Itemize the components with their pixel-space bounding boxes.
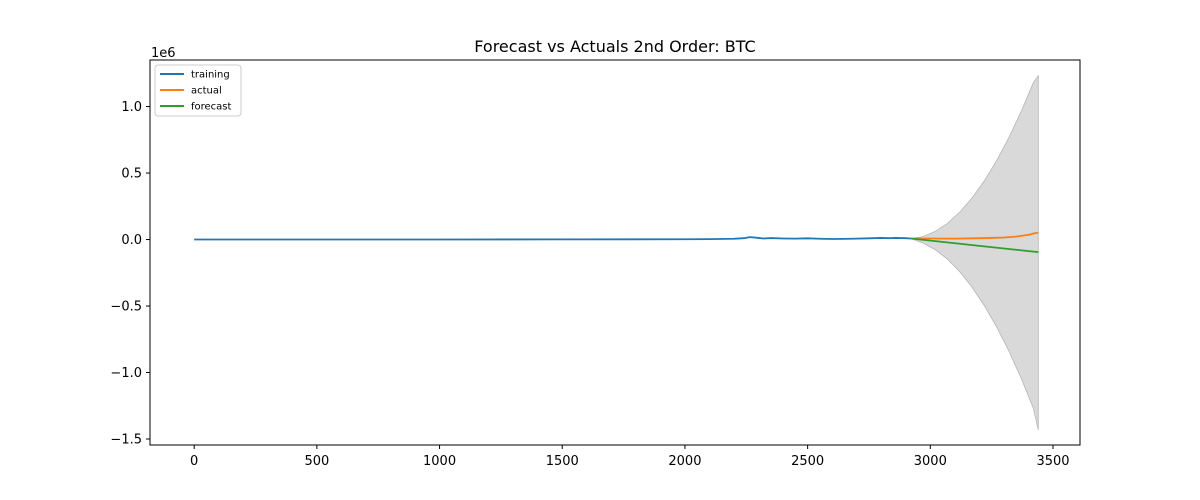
legend-box [154, 64, 242, 117]
plot-frame [149, 59, 1081, 446]
confidence-band [910, 74, 1039, 431]
y-tick-label: 0.5 [121, 167, 142, 182]
legend: training actual forecast [154, 64, 242, 117]
y-tick-label: 0.0 [121, 233, 142, 248]
y-scale-label: 1e6 [151, 46, 176, 61]
x-tick-label: 2000 [668, 454, 701, 469]
y-tick-label: 1.0 [121, 100, 142, 115]
plot-area [194, 74, 1039, 431]
series-line-actual [910, 231, 1039, 240]
series-layer [194, 231, 1039, 254]
chart-title: Forecast vs Actuals 2nd Order: BTC [474, 37, 755, 56]
legend-label-training: training [191, 70, 230, 81]
legend-label-forecast: forecast [191, 102, 232, 113]
y-tick-label: −0.5 [110, 300, 142, 315]
x-tick-label: 3000 [914, 454, 947, 469]
x-tick-label: 1000 [423, 454, 456, 469]
x-tick-label: 1500 [546, 454, 579, 469]
confidence-band-layer [910, 74, 1039, 431]
x-tick-label: 500 [304, 454, 329, 469]
y-tick-label: −1.0 [110, 366, 142, 381]
legend-label-actual: actual [191, 86, 222, 97]
series-line-forecast [910, 237, 1039, 254]
x-tick-label: 3500 [1036, 454, 1069, 469]
x-tick-label: 0 [190, 454, 198, 469]
x-axis: 0 500 1000 1500 2000 2500 3000 3500 [190, 445, 1070, 469]
y-tick-label: −1.5 [110, 433, 142, 448]
y-axis: −1.5 −1.0 −0.5 0.0 0.5 1.0 [110, 100, 150, 448]
x-tick-label: 2500 [791, 454, 824, 469]
series-line-training [194, 236, 911, 241]
